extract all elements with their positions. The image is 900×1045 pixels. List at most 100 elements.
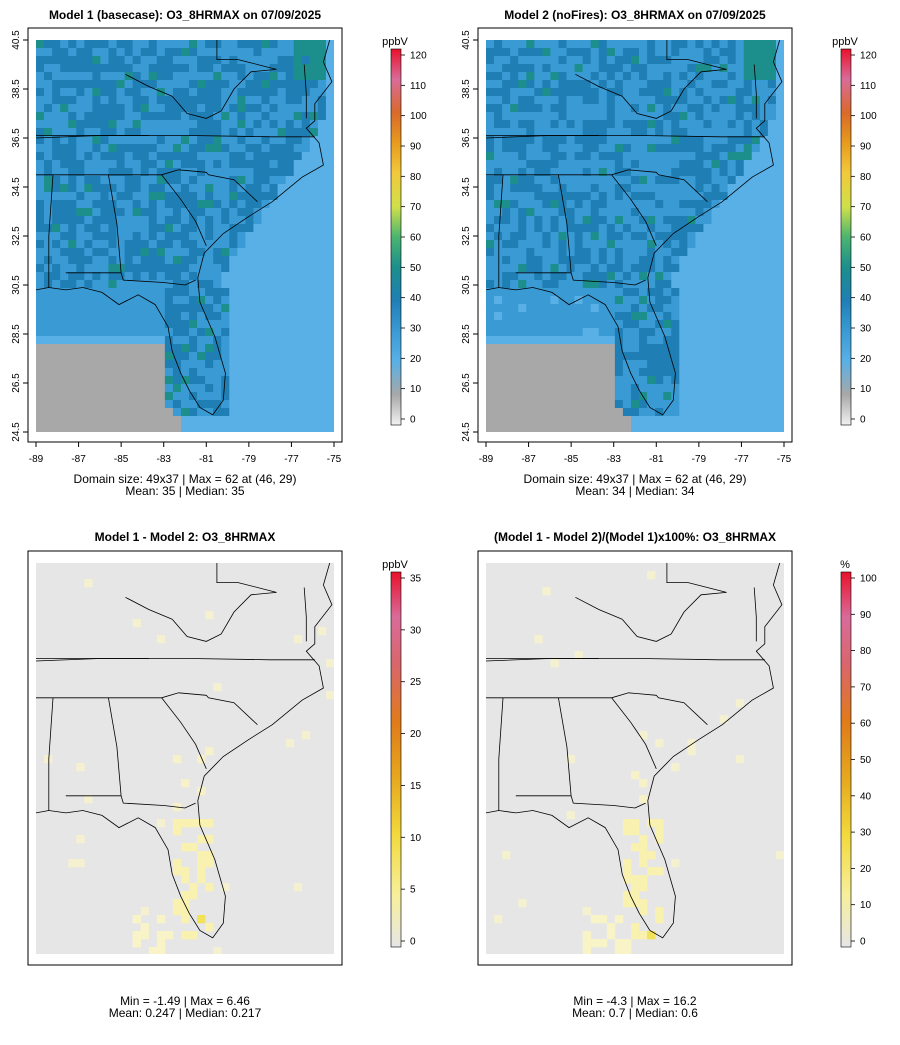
heatmap-cell: [502, 336, 511, 345]
heatmap-cell: [108, 56, 117, 65]
heatmap-cell: [518, 416, 527, 425]
heatmap-cell: [68, 88, 77, 97]
heatmap-cell: [582, 248, 591, 257]
heatmap-cell: [663, 328, 672, 337]
heatmap-cell: [293, 296, 303, 305]
heatmap-cell: [100, 104, 109, 113]
heatmap-cell: [494, 104, 503, 113]
heatmap-cell: [293, 216, 303, 225]
heatmap-cell: [221, 192, 230, 201]
heatmap-cell: [36, 224, 45, 233]
heatmap-cell: [639, 883, 648, 892]
heatmap-cell: [100, 48, 109, 57]
heatmap-cell: [735, 160, 745, 169]
heatmap-cell: [614, 392, 624, 401]
heatmap-cell: [671, 40, 680, 49]
heatmap-cell: [213, 224, 222, 233]
heatmap-cell: [325, 256, 334, 265]
heatmap-cell: [325, 272, 334, 281]
heatmap-cell: [172, 72, 182, 81]
heatmap-cell: [325, 240, 334, 249]
heatmap-cell: [213, 264, 222, 273]
heatmap-cell: [630, 104, 640, 113]
heatmap-cell: [172, 384, 182, 393]
heatmap-cell: [229, 160, 238, 169]
heatmap-cell: [229, 408, 238, 417]
heatmap-cell: [325, 296, 334, 305]
heatmap-cell: [719, 312, 728, 321]
heatmap-cell: [622, 192, 632, 201]
heatmap-cell: [148, 360, 158, 369]
heatmap-cell: [727, 312, 736, 321]
heatmap-cell: [566, 224, 575, 233]
heatmap-cell: [494, 256, 503, 265]
heatmap-cell: [494, 424, 503, 432]
heatmap-cell: [614, 192, 624, 201]
heatmap-cell: [213, 328, 222, 337]
heatmap-cell: [534, 392, 543, 401]
heatmap-cell: [647, 240, 656, 249]
heatmap-cell: [486, 160, 495, 169]
heatmap-cell: [301, 176, 311, 185]
heatmap-cell: [84, 64, 93, 73]
heatmap-cell: [550, 152, 559, 161]
heatmap-cell: [510, 360, 519, 369]
heatmap-cell: [269, 352, 278, 361]
heatmap-cell: [614, 256, 624, 265]
heatmap-cell: [526, 112, 535, 121]
heatmap-cell: [518, 264, 527, 273]
heatmap-cell: [639, 264, 648, 273]
heatmap-cell: [606, 144, 616, 153]
heatmap-cell: [197, 280, 206, 289]
heatmap-cell: [197, 200, 206, 209]
heatmap-cell: [140, 931, 150, 940]
heatmap-cell: [510, 88, 519, 97]
heatmap-cell: [68, 352, 77, 361]
heatmap-cell: [197, 88, 206, 97]
heatmap-cell: [309, 280, 319, 289]
heatmap-cell: [534, 416, 543, 425]
heatmap-cell: [108, 360, 117, 369]
heatmap-cell: [172, 336, 182, 345]
heatmap-cell: [189, 88, 198, 97]
heatmap-cell: [590, 424, 600, 432]
heatmap-cell: [213, 56, 222, 65]
heatmap-cell: [622, 400, 632, 409]
heatmap-cell: [727, 408, 736, 417]
heatmap-cell: [494, 400, 503, 409]
heatmap-cell: [542, 232, 551, 241]
heatmap-cell: [237, 320, 246, 329]
heatmap-cell: [502, 216, 511, 225]
heatmap-cell: [92, 360, 101, 369]
heatmap-cell: [285, 400, 295, 409]
boundary-line: [303, 64, 307, 119]
heatmap-cell: [775, 104, 784, 113]
heatmap-cell: [502, 112, 511, 121]
heatmap-cell: [582, 176, 591, 185]
boundary-line: [216, 563, 277, 593]
heatmap-cell: [534, 176, 543, 185]
heatmap-cell: [719, 424, 728, 432]
boundary-line: [611, 174, 657, 246]
y-tick-label: 40.5: [461, 30, 472, 50]
heatmap-cell: [180, 64, 190, 73]
heatmap-cell: [92, 192, 101, 201]
heatmap-cell: [719, 400, 728, 409]
heatmap-cell: [156, 56, 166, 65]
heatmap-cell: [92, 208, 101, 217]
heatmap-cell: [309, 232, 319, 241]
heatmap-cell: [614, 176, 624, 185]
heatmap-cell: [132, 152, 141, 161]
heatmap-cell: [92, 424, 101, 432]
heatmap-cell: [124, 200, 133, 209]
colorbar-tick-label: 30: [860, 324, 872, 335]
heatmap-cell: [285, 176, 295, 185]
heatmap-cell: [582, 931, 591, 940]
heatmap-cell: [52, 176, 61, 185]
heatmap-cell: [719, 232, 728, 241]
heatmap-cell: [325, 48, 334, 57]
heatmap-cell: [655, 136, 664, 145]
heatmap-cell: [197, 312, 206, 321]
heatmap-cell: [574, 288, 583, 297]
heatmap-cell: [293, 360, 303, 369]
